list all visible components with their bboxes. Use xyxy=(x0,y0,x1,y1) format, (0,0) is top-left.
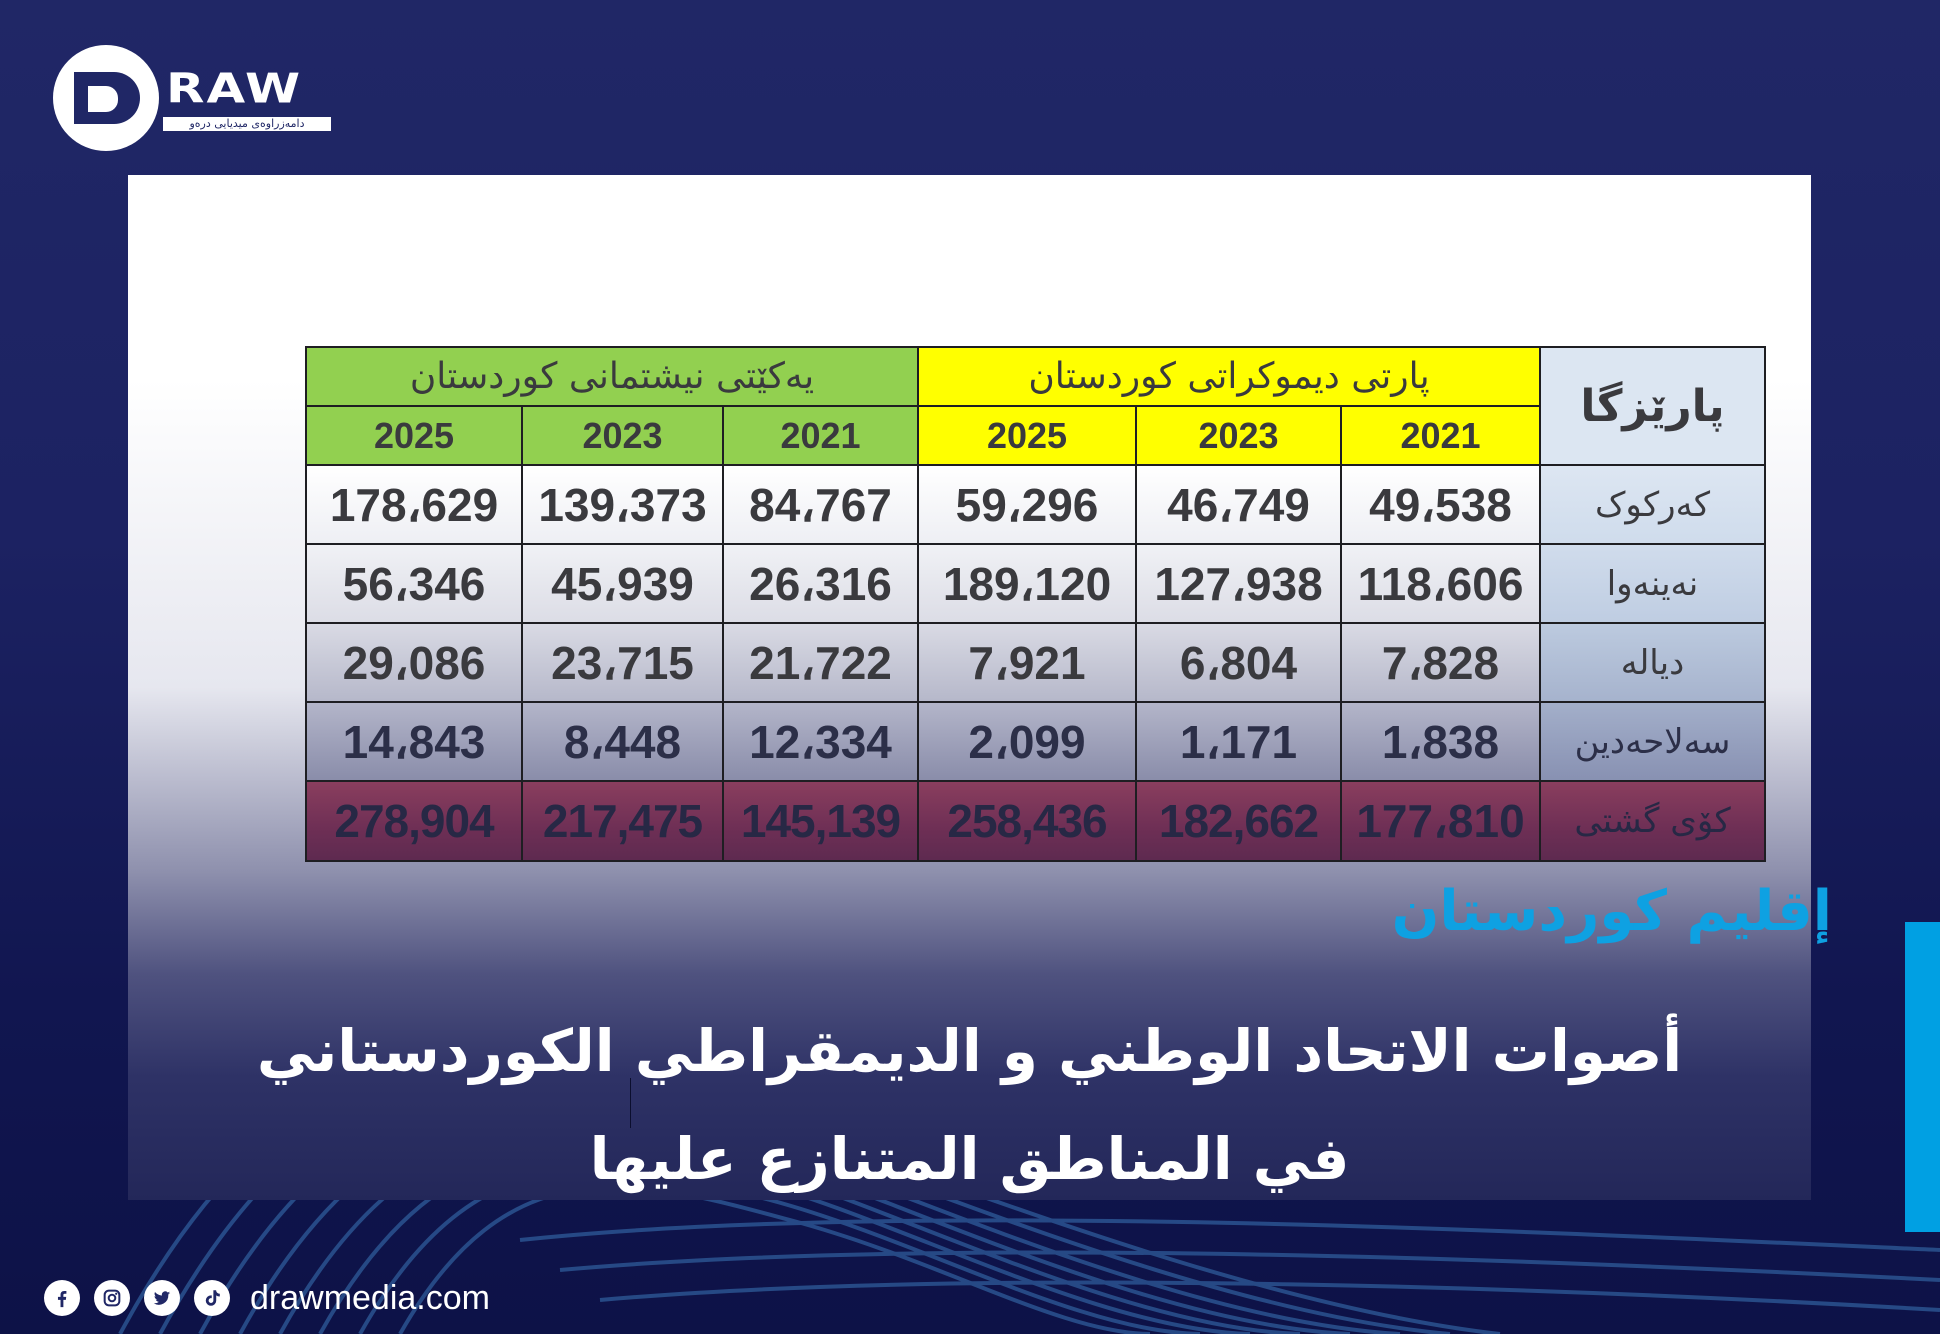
total-label: کۆی گشتی xyxy=(1539,780,1766,862)
total-cell: 145,139 xyxy=(722,780,919,862)
table-cell: 1،171 xyxy=(1135,701,1342,782)
table-cell: 29،086 xyxy=(305,622,523,703)
year-header: 2023 xyxy=(1135,405,1342,466)
table-cell: 56،346 xyxy=(305,543,523,624)
votes-table: یەکێتی نیشتمانی کوردستان پارتی دیموکراتی… xyxy=(305,346,1766,862)
total-cell: 258,436 xyxy=(917,780,1137,862)
province-label: سەلاحەدین xyxy=(1539,701,1766,782)
table-cell: 139،373 xyxy=(521,464,724,545)
facebook-icon[interactable] xyxy=(44,1280,80,1316)
year-header: 2025 xyxy=(917,405,1137,466)
accent-side-bar xyxy=(1905,922,1940,1232)
text-cursor-line xyxy=(630,1078,631,1128)
table-cell: 49،538 xyxy=(1340,464,1541,545)
party-header-puk: یەکێتی نیشتمانی کوردستان xyxy=(305,346,919,407)
total-cell: 217,475 xyxy=(521,780,724,862)
website-link[interactable]: drawmedia.com xyxy=(250,1279,490,1317)
table-row: 29،086 23،715 21،722 7،921 6،804 7،828 د… xyxy=(305,622,1766,703)
total-cell: 278,904 xyxy=(305,780,523,862)
twitter-icon[interactable] xyxy=(144,1280,180,1316)
table-cell: 84،767 xyxy=(722,464,919,545)
table-cell: 8،448 xyxy=(521,701,724,782)
year-header: 2023 xyxy=(521,405,724,466)
table-cell: 59،296 xyxy=(917,464,1137,545)
logo-d-inner xyxy=(88,86,118,112)
table-cell: 26،316 xyxy=(722,543,919,624)
headline-line-2: في المناطق المتنازع عليها xyxy=(589,1125,1350,1193)
province-label: دیالە xyxy=(1539,622,1766,703)
table-cell: 14،843 xyxy=(305,701,523,782)
logo-wordmark: RAW xyxy=(166,64,303,113)
table-cell: 189،120 xyxy=(917,543,1137,624)
table-cell: 2،099 xyxy=(917,701,1137,782)
tiktok-icon[interactable] xyxy=(194,1280,230,1316)
party-header-kdp: پارتی دیموکراتی کوردستان xyxy=(917,346,1541,407)
instagram-icon[interactable] xyxy=(94,1280,130,1316)
table-cell: 1،838 xyxy=(1340,701,1541,782)
province-header: پارێزگا xyxy=(1539,346,1766,466)
year-header: 2025 xyxy=(305,405,523,466)
table-row: 178،629 139،373 84،767 59،296 46،749 49،… xyxy=(305,464,1766,545)
table-cell: 7،921 xyxy=(917,622,1137,703)
region-title: إقليم كوردستان xyxy=(1391,879,1832,944)
draw-logo: RAW دامەزراوەی میدیایی درەو xyxy=(50,42,350,157)
table-cell: 6،804 xyxy=(1135,622,1342,703)
table-cell: 12،334 xyxy=(722,701,919,782)
table-cell: 46،749 xyxy=(1135,464,1342,545)
headline-line-1: أصوات الاتحاد الوطني و الديمقراطي الكورد… xyxy=(256,1017,1683,1085)
table-cell: 118،606 xyxy=(1340,543,1541,624)
table-cell: 45،939 xyxy=(521,543,724,624)
footer-social: drawmedia.com xyxy=(44,1278,490,1318)
total-row: 278,904 217,475 145,139 258,436 182,662 … xyxy=(305,780,1766,862)
table-row: 14،843 8،448 12،334 2،099 1،171 1،838 سە… xyxy=(305,701,1766,782)
table-cell: 127،938 xyxy=(1135,543,1342,624)
total-cell: 182,662 xyxy=(1135,780,1342,862)
table-cell: 7،828 xyxy=(1340,622,1541,703)
table-cell: 21،722 xyxy=(722,622,919,703)
table-cell: 178،629 xyxy=(305,464,523,545)
province-label: نەینەوا xyxy=(1539,543,1766,624)
province-label: کەرکوک xyxy=(1539,464,1766,545)
year-header: 2021 xyxy=(1340,405,1541,466)
table-cell: 23،715 xyxy=(521,622,724,703)
table-row: 56،346 45،939 26،316 189،120 127،938 118… xyxy=(305,543,1766,624)
total-cell: 177،810 xyxy=(1340,780,1541,862)
logo-tagline: دامەزراوەی میدیایی درەو xyxy=(163,117,331,131)
year-header: 2021 xyxy=(722,405,919,466)
